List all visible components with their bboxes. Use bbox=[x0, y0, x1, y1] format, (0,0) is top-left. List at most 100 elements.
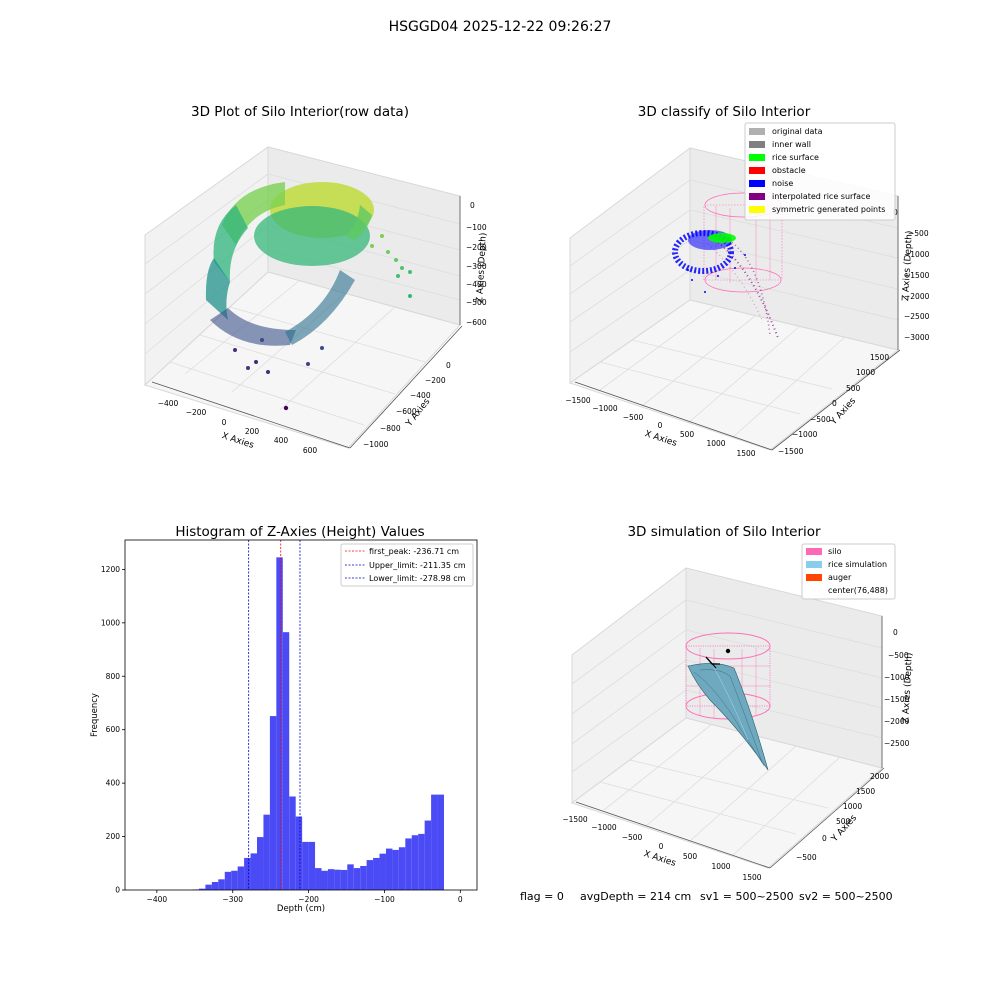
legend-label-rice-surface: rice surface bbox=[772, 153, 819, 162]
classify-y-tick: −1000 bbox=[792, 430, 818, 439]
classify-x-label: X Axies bbox=[643, 429, 678, 449]
sim-x-label: X Axies bbox=[642, 849, 677, 869]
legend-swatch-noise bbox=[749, 180, 765, 187]
hist-bar bbox=[315, 868, 322, 890]
raw-point-cloud bbox=[205, 182, 412, 411]
classify-y-tick: 500 bbox=[846, 384, 861, 393]
sim-x-tick: 0 bbox=[659, 842, 664, 851]
hist-bar bbox=[276, 557, 283, 890]
hist-bar bbox=[244, 857, 251, 890]
classify-z-tick: −500 bbox=[908, 229, 929, 238]
classify-legend: original data inner wall rice surface ob… bbox=[744, 122, 896, 221]
hist-bar bbox=[263, 814, 270, 890]
hist-title: Histogram of Z-Axies (Height) Values bbox=[175, 524, 424, 540]
raw-y-tick: −1000 bbox=[363, 440, 389, 449]
raw-z-ticks: 0 −100 −200 −300 −400 −500 −600 bbox=[466, 201, 487, 327]
sim-z-tick: 0 bbox=[893, 628, 898, 637]
classify-y-tick: 1000 bbox=[856, 368, 875, 377]
raw-y-tick: 0 bbox=[446, 361, 451, 370]
legend-swatch-symmetric bbox=[749, 206, 765, 213]
hist-bar bbox=[250, 853, 257, 890]
hist-bar bbox=[347, 864, 354, 890]
hist-bar bbox=[321, 870, 328, 890]
hist-bar bbox=[437, 794, 444, 890]
classify-x-ticks: −1500 −1000 −500 0 500 1000 1500 bbox=[565, 396, 755, 458]
sim-z-tick: −2500 bbox=[884, 739, 910, 748]
classify-y-tick: −1500 bbox=[778, 447, 804, 456]
raw-y-tick: −800 bbox=[380, 424, 401, 433]
sim-axis-lines bbox=[575, 616, 885, 869]
sim-y-tick: 500 bbox=[836, 817, 851, 826]
hist-x-tick-label: −100 bbox=[374, 895, 395, 904]
sim-y-ticks: 2000 1500 1000 500 0 −500 bbox=[796, 772, 889, 862]
sim-x-tick: 1500 bbox=[742, 873, 761, 882]
hist-bar bbox=[205, 884, 212, 890]
legend-swatch-obstacle bbox=[749, 167, 765, 174]
classify-title: 3D classify of Silo Interior bbox=[638, 104, 811, 120]
hist-x-tick-label: −200 bbox=[298, 895, 319, 904]
sim-z-tick: −1000 bbox=[884, 673, 910, 682]
legend-label-rice-simulation: rice simulation bbox=[828, 560, 887, 569]
legend-label-obstacle: obstacle bbox=[772, 166, 806, 175]
sim-z-ticks: 0 −500 −1000 −1500 −2000 −2500 bbox=[884, 628, 910, 748]
hist-y-tick-label: 200 bbox=[106, 832, 121, 841]
classify-x-tick: 0 bbox=[658, 421, 663, 430]
hist-y-tick-label: 800 bbox=[106, 672, 121, 681]
legend-label-inner-wall: inner wall bbox=[772, 140, 811, 149]
hist-x-ticks: −400 −300 −200 −100 0 bbox=[147, 890, 463, 904]
legend-label-lower-limit: Lower_limit: -278.98 cm bbox=[369, 574, 466, 583]
classify-z-tick: −3000 bbox=[904, 333, 930, 342]
legend-label-silo: silo bbox=[828, 547, 842, 556]
sim-y-tick: 0 bbox=[822, 834, 827, 843]
raw-z-tick: 0 bbox=[470, 201, 475, 210]
hist-x-tick-label: −400 bbox=[147, 895, 168, 904]
sim-z-tick: −500 bbox=[888, 651, 909, 660]
hist-x-tick-label: −300 bbox=[222, 895, 243, 904]
hist-x-label: Depth (cm) bbox=[277, 904, 325, 914]
raw-axis-lines bbox=[151, 196, 463, 449]
panel-classify: 3D classify of Silo Interior bbox=[565, 104, 929, 458]
classify-y-tick: 0 bbox=[832, 399, 837, 408]
sim-title: 3D simulation of Silo Interior bbox=[627, 524, 821, 540]
classify-x-tick: 1000 bbox=[706, 439, 725, 448]
classify-z-tick: −1000 bbox=[904, 250, 930, 259]
hist-bar bbox=[308, 841, 316, 890]
classify-axis-lines bbox=[574, 196, 901, 451]
hist-bar bbox=[431, 794, 438, 890]
raw-x-tick: 0 bbox=[222, 418, 227, 427]
sim-auger bbox=[705, 656, 720, 669]
legend-label-auger: auger bbox=[828, 573, 852, 582]
sim-x-tick: −500 bbox=[622, 833, 643, 842]
raw-y-tick: −400 bbox=[410, 391, 431, 400]
legend-swatch-silo bbox=[806, 548, 822, 555]
hist-bar bbox=[392, 849, 399, 890]
sim-rice-surface bbox=[687, 663, 769, 771]
raw-z-label: Z Axies (Depth) bbox=[475, 232, 489, 303]
hist-bar bbox=[334, 869, 341, 890]
raw-title: 3D Plot of Silo Interior(row data) bbox=[191, 104, 409, 120]
sim-z-tick: −1500 bbox=[884, 695, 910, 704]
sim-x-ticks: −1500 −1000 −500 0 500 1000 1500 bbox=[562, 815, 761, 882]
sim-y-tick: 2000 bbox=[870, 772, 889, 781]
legend-swatch-original-data bbox=[749, 128, 765, 135]
hist-bars bbox=[192, 557, 444, 890]
classify-x-tick: −1500 bbox=[565, 396, 591, 405]
legend-label-interpolated: interpolated rice surface bbox=[772, 192, 870, 201]
classify-x-tick: −1000 bbox=[592, 404, 618, 413]
hist-bar bbox=[327, 869, 335, 890]
raw-z-tick: −600 bbox=[466, 318, 487, 327]
raw-y-ticks: 0 −200 −400 −600 −800 −1000 bbox=[363, 361, 451, 449]
status-line: flag = 0 avgDepth = 214 cm sv1 = 500~250… bbox=[520, 890, 893, 903]
hist-bar bbox=[302, 841, 309, 890]
raw-x-tick: 600 bbox=[303, 446, 318, 455]
hist-bar bbox=[295, 816, 303, 890]
hist-plot-frame bbox=[124, 539, 478, 891]
raw-z-tick: −300 bbox=[466, 262, 487, 271]
hist-bar bbox=[269, 716, 277, 890]
raw-x-tick: −400 bbox=[158, 399, 179, 408]
legend-label-symmetric: symmetric generated points bbox=[772, 205, 885, 214]
legend-swatch-rice-simulation bbox=[806, 561, 822, 568]
sim-y-tick: −500 bbox=[796, 853, 817, 862]
panel-histogram: Histogram of Z-Axies (Height) Values −40… bbox=[90, 524, 478, 914]
